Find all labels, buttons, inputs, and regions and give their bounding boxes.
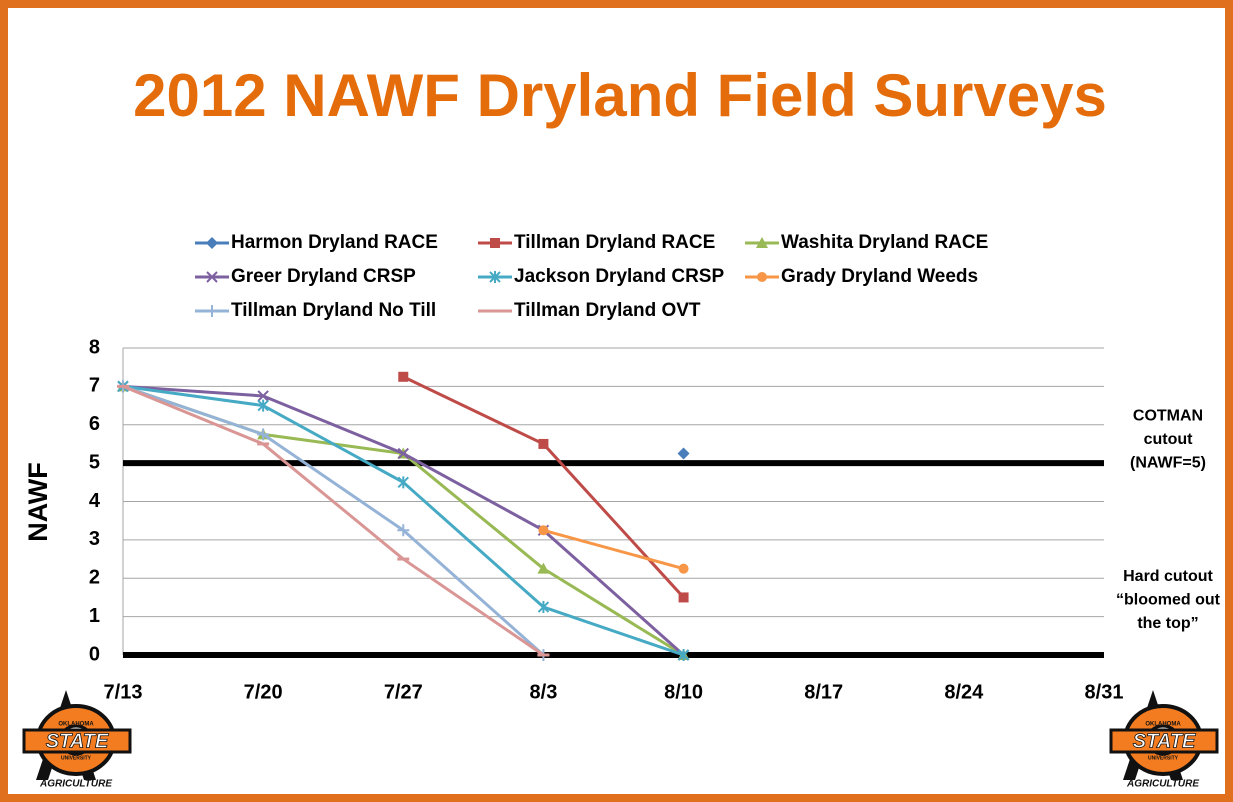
legend-label: Tillman Dryland OVT [514,300,701,321]
legend-label: Tillman Dryland No Till [231,300,436,321]
logo-top: OKLAHOMA [1145,722,1181,728]
reference-label: (NAWF=5) [1130,454,1206,471]
legend-marker [206,305,218,317]
x-tick-label: 7/13 [104,681,143,703]
legend-marker [756,237,768,248]
y-tick-label: 2 [89,567,100,589]
series-line [122,384,545,657]
x-tick-label: 8/24 [944,681,984,703]
legend-label: Grady Dryland Weeds [781,266,978,287]
legend-label: Tillman Dryland RACE [514,232,715,253]
y-tick-label: 5 [89,451,100,473]
data-point [538,525,549,536]
legend-label: Jackson Dryland CRSP [514,266,724,287]
series-line [122,384,545,657]
data-point [677,447,690,460]
logo-band [22,728,132,754]
reference-label: the top” [1137,615,1198,632]
logo-band [1109,728,1219,754]
legend-marker [206,237,218,249]
y-axis-label: NAWF [23,462,53,541]
legend-label: Harmon Dryland RACE [231,232,438,253]
data-point [257,390,269,402]
reference-label: COTMAN [1133,407,1203,424]
chart-title: 2012 NAWF Dryland Field Surveys [133,62,1107,129]
legend-marker [757,272,767,282]
reference-label: cutout [1144,431,1194,448]
data-point [678,592,689,603]
legend-marker [490,238,500,248]
data-point [678,563,689,574]
series-line [543,528,684,571]
legend-label: Greer Dryland CRSP [231,266,416,287]
data-point [257,428,270,441]
legend-label: Washita Dryland RACE [781,232,988,253]
data-point [397,447,409,460]
reference-label: “bloomed out [1116,592,1221,609]
data-point [397,476,409,489]
data-point [537,601,550,614]
data-point [538,438,549,449]
x-tick-label: 8/31 [1085,681,1124,703]
logo-sub: UNIVERSITY [1148,755,1179,761]
data-point [537,562,550,574]
data-point [397,524,410,537]
x-tick-label: 8/17 [804,681,843,703]
y-tick-label: 8 [89,336,100,358]
x-tick-label: 7/27 [384,681,423,703]
data-point [677,649,690,661]
legend-marker [206,271,218,283]
y-tick-label: 1 [89,605,100,627]
y-tick-label: 3 [89,528,100,550]
logo: OKLAHOMA STATE UNIVERSITY AGRICULTURE [1109,690,1219,790]
legend-marker [489,271,501,283]
logo-main: STATE [46,730,109,752]
logo-footer: AGRICULTURE [39,779,112,790]
reference-label: Hard cutout [1123,568,1213,585]
logo-main: STATE [1133,730,1196,752]
data-point [257,399,269,412]
x-tick-label: 8/3 [530,681,558,703]
logo-footer: AGRICULTURE [1126,779,1199,790]
y-tick-label: 4 [89,490,101,512]
logo: OKLAHOMA STATE UNIVERSITY AGRICULTURE [22,690,132,790]
logo-sub: UNIVERSITY [61,755,92,761]
logo-top: OKLAHOMA [58,722,94,728]
y-tick-label: 0 [89,643,100,665]
x-tick-label: 8/10 [664,681,703,703]
data-point [398,371,409,382]
y-tick-label: 7 [89,375,100,397]
y-tick-label: 6 [89,413,100,435]
x-tick-label: 7/20 [244,681,283,703]
